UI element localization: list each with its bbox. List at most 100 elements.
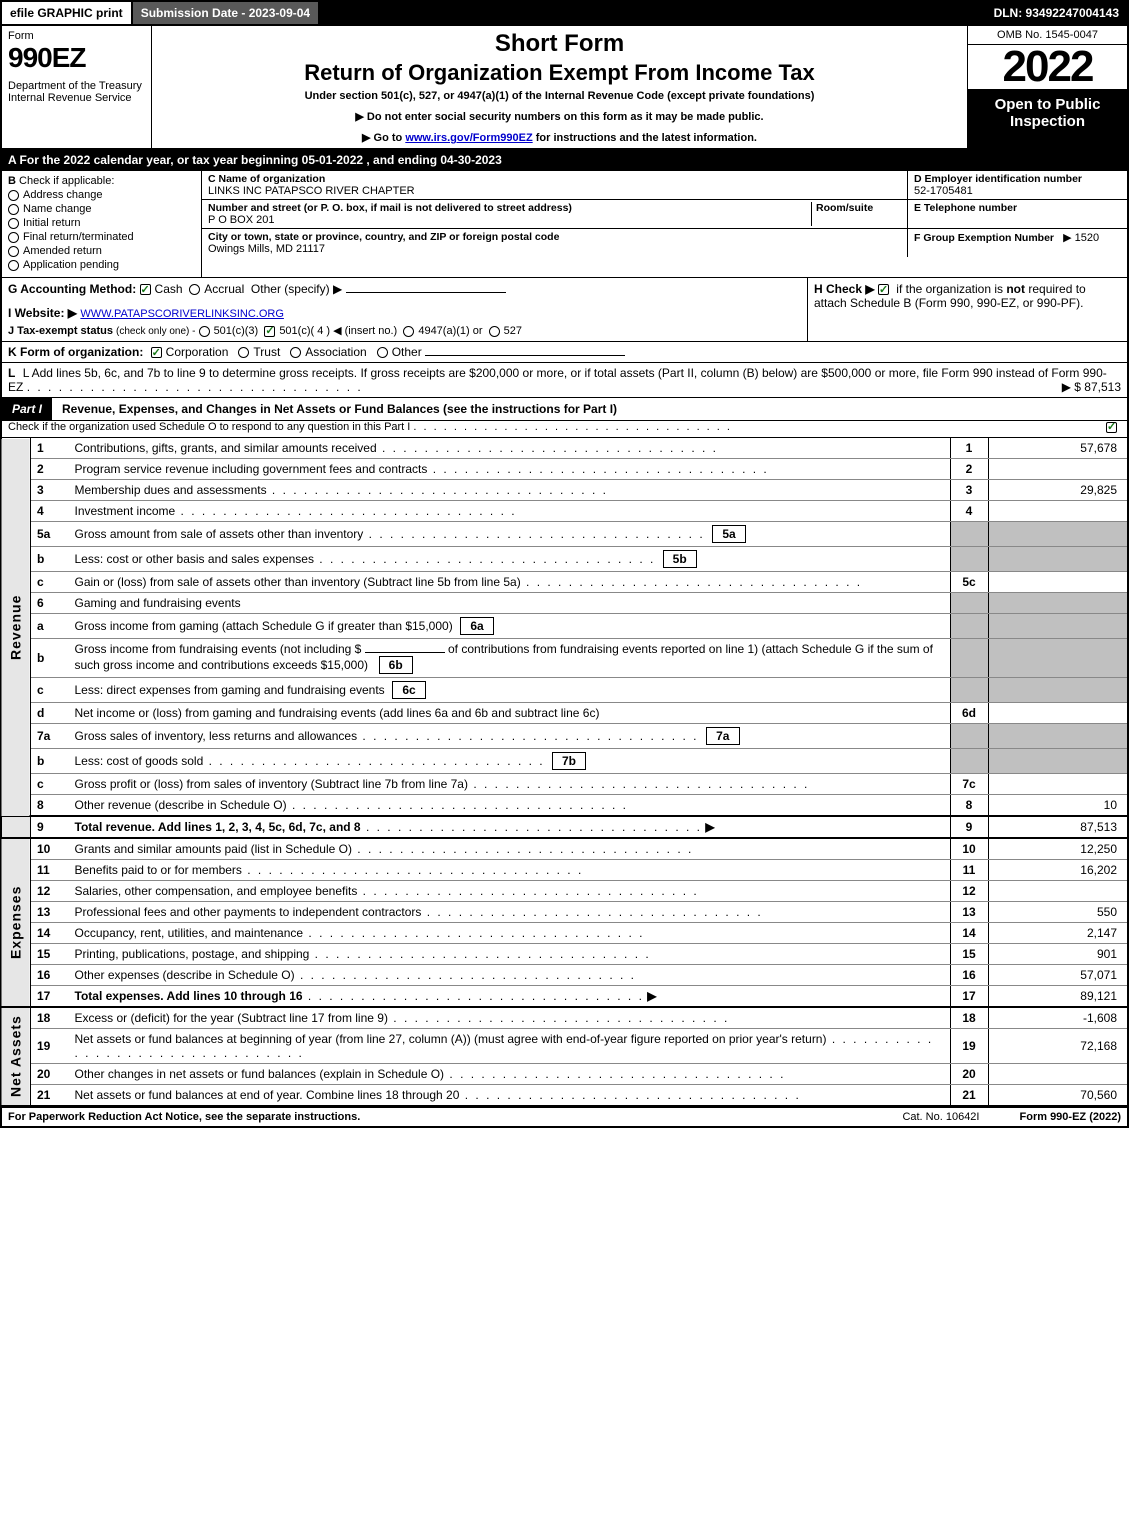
l14-desc: Occupancy, rent, utilities, and maintena… <box>75 926 304 940</box>
website-link[interactable]: WWW.PATAPSCORIVERLINKSINC.ORG <box>80 308 284 320</box>
c-name-label: C Name of organization <box>208 173 901 185</box>
l19-num: 19 <box>31 1029 69 1064</box>
header-bullet-2: ▶ Go to www.irs.gov/Form990EZ for instru… <box>158 131 961 144</box>
l5a-box-grey <box>950 522 988 547</box>
chk-501c3[interactable] <box>199 326 210 337</box>
efile-label: efile GRAPHIC print <box>2 2 131 24</box>
chk-application-pending[interactable]: Application pending <box>8 259 195 271</box>
chk-application-pending-label: Application pending <box>23 259 119 271</box>
l3-amt: 29,825 <box>988 480 1128 501</box>
chk-amended-return[interactable]: Amended return <box>8 245 195 257</box>
l13-amt: 550 <box>988 902 1128 923</box>
section-l: L L Add lines 5b, 6c, and 7b to line 9 t… <box>0 363 1129 398</box>
section-c-city: City or town, state or province, country… <box>202 229 907 257</box>
l19-box: 19 <box>950 1029 988 1064</box>
l3-num: 3 <box>31 480 69 501</box>
l14-num: 14 <box>31 923 69 944</box>
l15-num: 15 <box>31 944 69 965</box>
chk-other-org[interactable] <box>377 347 388 358</box>
i-label: I Website: ▶ <box>8 306 77 320</box>
l6b-blank[interactable] <box>365 652 445 653</box>
l1-num: 1 <box>31 438 69 459</box>
section-e: E Telephone number <box>907 200 1127 228</box>
bullet2-pre: ▶ Go to <box>362 132 405 144</box>
chk-final-return-label: Final return/terminated <box>23 231 134 243</box>
l6-box-grey <box>950 593 988 614</box>
section-d: D Employer identification number 52-1705… <box>907 171 1127 199</box>
l7a-num: 7a <box>31 724 69 749</box>
l21-desc: Net assets or fund balances at end of ye… <box>75 1088 460 1102</box>
l7b-ibox: 7b <box>552 752 586 770</box>
sidetab-revenue-end <box>1 816 31 838</box>
form-subtitle: Under section 501(c), 527, or 4947(a)(1)… <box>158 90 961 102</box>
part-i-header: Part I Revenue, Expenses, and Changes in… <box>0 398 1129 421</box>
k-other-input[interactable] <box>425 355 625 356</box>
chk-527[interactable] <box>489 326 500 337</box>
chk-address-change[interactable]: Address change <box>8 189 195 201</box>
footer-right-post: (2022) <box>1086 1111 1121 1123</box>
lines-table: Revenue 1 Contributions, gifts, grants, … <box>0 438 1129 1107</box>
chk-501c[interactable] <box>264 326 275 337</box>
chk-4947[interactable] <box>403 326 414 337</box>
section-c-name: C Name of organization LINKS INC PATAPSC… <box>202 171 907 199</box>
chk-schedule-o[interactable] <box>1106 422 1117 433</box>
section-c-addr: Number and street (or P. O. box, if mail… <box>202 200 907 228</box>
org-city: Owings Mills, MD 21117 <box>208 243 901 255</box>
sidetab-expenses: Expenses <box>1 838 31 1007</box>
part-i-subcheck-text: Check if the organization used Schedule … <box>8 421 410 433</box>
footer-right-bold: 990-EZ <box>1050 1111 1086 1123</box>
addr-label: Number and street (or P. O. box, if mail… <box>208 202 811 214</box>
section-f: F Group Exemption Number ▶ 1520 <box>907 229 1127 257</box>
e-label: E Telephone number <box>914 202 1121 214</box>
l6d-desc: Net income or (loss) from gaming and fun… <box>75 706 600 720</box>
chk-trust[interactable] <box>238 347 249 358</box>
chk-name-change[interactable]: Name change <box>8 203 195 215</box>
l8-box: 8 <box>950 795 988 817</box>
l1-desc: Contributions, gifts, grants, and simila… <box>75 441 377 455</box>
l18-box: 18 <box>950 1007 988 1029</box>
chk-corporation[interactable] <box>151 347 162 358</box>
chk-address-change-label: Address change <box>23 189 103 201</box>
l12-num: 12 <box>31 881 69 902</box>
k-o3: Association <box>305 345 366 359</box>
l5c-box: 5c <box>950 572 988 593</box>
l10-amt: 12,250 <box>988 838 1128 860</box>
topbar: efile GRAPHIC print Submission Date - 20… <box>0 0 1129 26</box>
section-k: K Form of organization: Corporation Trus… <box>0 342 1129 363</box>
l12-box: 12 <box>950 881 988 902</box>
chk-initial-return[interactable]: Initial return <box>8 217 195 229</box>
l17-amt: 89,121 <box>988 986 1128 1008</box>
g-other-input[interactable] <box>346 292 506 293</box>
l8-desc: Other revenue (describe in Schedule O) <box>75 798 287 812</box>
l5b-box-grey <box>950 547 988 572</box>
l4-desc: Investment income <box>75 504 176 518</box>
irs-link[interactable]: www.irs.gov/Form990EZ <box>405 132 532 144</box>
chk-schedule-b[interactable] <box>878 284 889 295</box>
chk-accrual[interactable] <box>189 284 200 295</box>
chk-association[interactable] <box>290 347 301 358</box>
h-text2: if the organization is <box>896 282 1006 296</box>
form-number: 990EZ <box>8 42 145 74</box>
g-label: G Accounting Method: <box>8 282 136 296</box>
l-dots <box>27 380 363 394</box>
chk-final-return[interactable]: Final return/terminated <box>8 231 195 243</box>
l18-desc: Excess or (deficit) for the year (Subtra… <box>75 1011 388 1025</box>
l21-box: 21 <box>950 1085 988 1107</box>
l7c-desc: Gross profit or (loss) from sales of inv… <box>75 777 468 791</box>
l5c-desc: Gain or (loss) from sale of assets other… <box>75 575 521 589</box>
l11-num: 11 <box>31 860 69 881</box>
l7b-box-grey <box>950 749 988 774</box>
chk-cash[interactable] <box>140 284 151 295</box>
section-h: H Check ▶ if the organization is not req… <box>807 278 1127 341</box>
l15-desc: Printing, publications, postage, and shi… <box>75 947 310 961</box>
department: Department of the Treasury Internal Reve… <box>8 80 145 104</box>
open-to-public: Open to Public Inspection <box>968 90 1127 148</box>
l6a-box-grey <box>950 614 988 639</box>
l12-desc: Salaries, other compensation, and employ… <box>75 884 358 898</box>
h-label-pre: H Check ▶ <box>814 282 875 296</box>
d-label: D Employer identification number <box>914 173 1121 185</box>
sidetab-revenue: Revenue <box>1 438 31 816</box>
l20-desc: Other changes in net assets or fund bala… <box>75 1067 445 1081</box>
short-form-title: Short Form <box>158 30 961 58</box>
l18-amt: -1,608 <box>988 1007 1128 1029</box>
